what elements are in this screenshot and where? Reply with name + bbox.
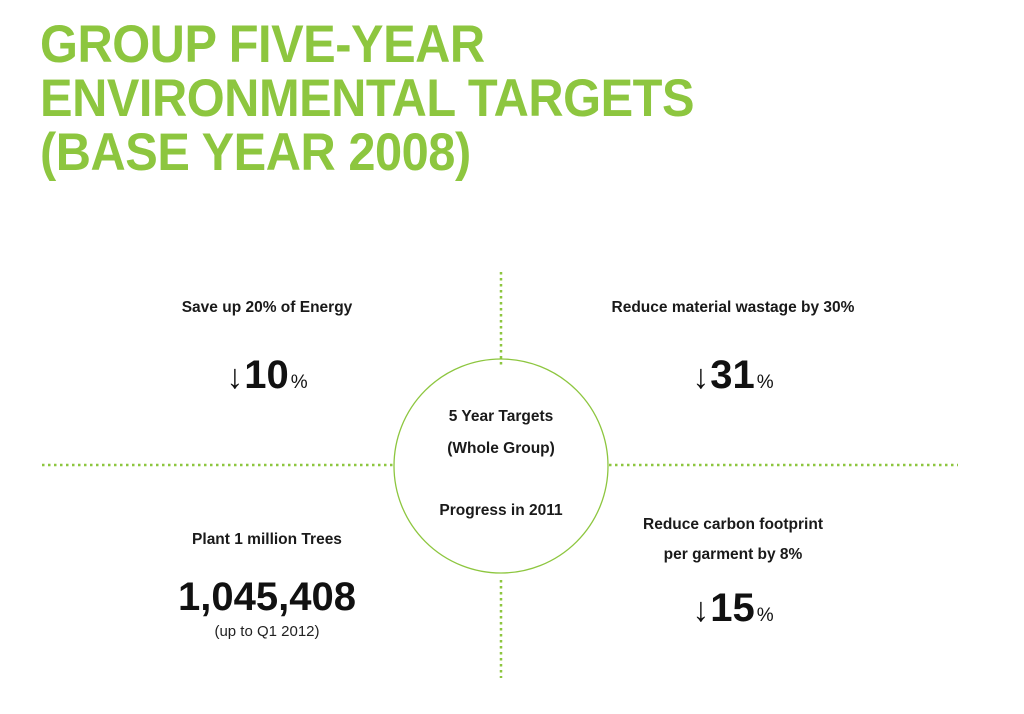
down-arrow-icon: ↓ — [226, 358, 244, 396]
energy-value: ↓10% — [117, 355, 417, 395]
energy-target: Save up 20% of Energy ↓10% — [117, 293, 417, 395]
center-line-3: Progress in 2011 — [439, 502, 563, 519]
carbon-target: Reduce carbon footprint per garment by 8… — [583, 510, 883, 628]
down-arrow-icon: ↓ — [692, 358, 710, 396]
title-line-3: (BASE YEAR 2008) — [40, 123, 471, 182]
center-line-1: 5 Year Targets — [448, 408, 554, 425]
center-line-2: (Whole Group) — [447, 440, 555, 457]
carbon-label-line-2: per garment by 8% — [663, 546, 803, 563]
material-unit: % — [756, 372, 774, 393]
trees-note: (up to Q1 2012) — [214, 623, 320, 640]
energy-number: 10 — [244, 353, 289, 397]
trees-number: 1,045,408 — [178, 575, 356, 619]
carbon-number: 15 — [710, 586, 755, 630]
carbon-value: ↓15% — [583, 588, 883, 628]
energy-label: Save up 20% of Energy — [181, 299, 353, 316]
material-target: Reduce material wastage by 30% ↓31% — [583, 293, 883, 395]
page-title: GROUP FIVE-YEAR ENVIRONMENTAL TARGETS (B… — [40, 18, 694, 180]
material-label: Reduce material wastage by 30% — [611, 299, 855, 316]
material-value: ↓31% — [583, 355, 883, 395]
carbon-unit: % — [756, 605, 774, 626]
title-line-2: ENVIRONMENTAL TARGETS — [40, 69, 695, 128]
center-circle — [393, 358, 609, 574]
energy-unit: % — [290, 372, 308, 393]
material-number: 31 — [710, 353, 755, 397]
trees-label: Plant 1 million Trees — [192, 531, 342, 548]
carbon-label-line-1: Reduce carbon footprint — [643, 516, 823, 533]
title-line-1: GROUP FIVE-YEAR — [40, 15, 485, 74]
down-arrow-icon: ↓ — [692, 591, 710, 629]
trees-target: Plant 1 million Trees 1,045,408 (up to Q… — [117, 525, 417, 640]
center-targets: 5 Year Targets (Whole Group) Progress in… — [394, 366, 608, 580]
trees-value: 1,045,408 — [117, 577, 417, 617]
